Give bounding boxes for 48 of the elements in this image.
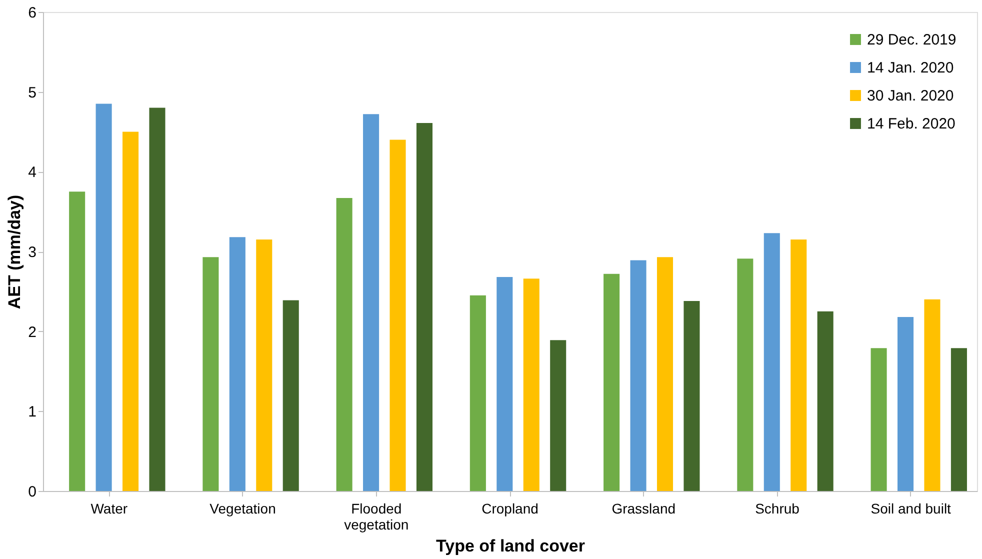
legend-label: 29 Dec. 2019: [867, 32, 956, 48]
bar: [604, 274, 620, 491]
bar: [790, 240, 807, 491]
x-tick-label: Grassland: [612, 500, 676, 516]
bar: [924, 299, 940, 491]
bar: [390, 140, 406, 491]
bar: [336, 198, 352, 491]
bar: [496, 277, 513, 491]
bar: [870, 348, 887, 491]
bar: [523, 278, 540, 491]
y-tick-label: 3: [28, 244, 36, 261]
y-tick-label: 4: [28, 164, 36, 182]
bar: [416, 122, 432, 491]
y-tick-label: 6: [28, 4, 36, 22]
bar: [817, 311, 834, 491]
y-tick-label: 2: [28, 324, 36, 341]
y-tick-label: 0: [28, 484, 36, 500]
x-tick-label: Flooded vegetation: [344, 500, 409, 532]
y-tick-label: 1: [28, 404, 36, 421]
bar: [470, 295, 486, 491]
y-tick-label: 5: [28, 84, 36, 102]
bar: [684, 300, 700, 491]
legend-label: 14 Feb. 2020: [867, 116, 956, 132]
bar: [656, 257, 674, 491]
bar: [363, 114, 380, 491]
bar: [550, 340, 566, 491]
bar: [122, 132, 139, 491]
bar: [282, 300, 299, 491]
bar: [950, 348, 967, 491]
x-axis-title: Type of land cover: [436, 536, 586, 556]
bar: [737, 258, 754, 491]
x-tick-label: Cropland: [482, 500, 538, 516]
bar: [630, 260, 646, 491]
bar: [96, 104, 112, 491]
bar: [897, 316, 914, 491]
bar: [202, 257, 219, 491]
x-tick-label: Soil and built: [870, 500, 952, 516]
bar: [764, 233, 780, 491]
bar: [229, 237, 246, 491]
bar: [256, 240, 272, 491]
x-tick-label: Schrub: [755, 500, 800, 516]
bar: [149, 108, 166, 491]
x-tick-label: Vegetation: [210, 500, 276, 516]
y-axis-title: AET (mm/day): [5, 194, 24, 310]
legend-label: 14 Jan. 2020: [867, 60, 954, 76]
legend-label: 30 Jan. 2020: [867, 88, 954, 104]
x-tick-label: Water: [90, 500, 128, 516]
bar: [69, 192, 86, 491]
